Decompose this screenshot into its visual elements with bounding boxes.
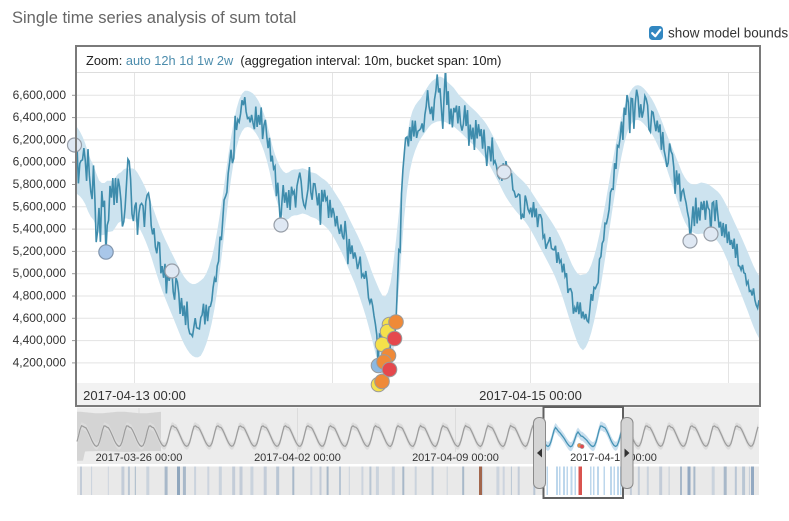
svg-text:6,200,000: 6,200,000 (13, 132, 67, 146)
svg-text:6,400,000: 6,400,000 (13, 110, 67, 124)
svg-text:2017-04-16 00:00: 2017-04-16 00:00 (570, 452, 657, 464)
svg-text:5,000,000: 5,000,000 (13, 266, 67, 280)
svg-text:show model bounds: show model bounds (668, 26, 788, 41)
svg-text:Zoom: auto 12h 1d 1w 2w (aggr: Zoom: auto 12h 1d 1w 2w (aggregation int… (86, 53, 501, 68)
svg-text:2017-04-15 00:00: 2017-04-15 00:00 (479, 388, 582, 403)
svg-text:2017-04-02 00:00: 2017-04-02 00:00 (254, 452, 341, 464)
svg-text:5,200,000: 5,200,000 (13, 244, 67, 258)
svg-text:2017-04-13 00:00: 2017-04-13 00:00 (83, 388, 186, 403)
svg-text:5,600,000: 5,600,000 (13, 199, 67, 213)
svg-text:6,600,000: 6,600,000 (13, 88, 67, 102)
svg-text:4,600,000: 4,600,000 (13, 311, 67, 325)
svg-text:4,400,000: 4,400,000 (13, 333, 67, 347)
svg-text:5,400,000: 5,400,000 (13, 222, 67, 236)
svg-text:5,800,000: 5,800,000 (13, 177, 67, 191)
svg-text:Single time series analysis of: Single time series analysis of sum total (12, 9, 296, 27)
svg-text:2017-03-26 00:00: 2017-03-26 00:00 (96, 452, 183, 464)
svg-text:4,200,000: 4,200,000 (13, 355, 67, 369)
svg-text:2017-04-09 00:00: 2017-04-09 00:00 (412, 452, 499, 464)
svg-text:6,000,000: 6,000,000 (13, 155, 67, 169)
svg-text:4,800,000: 4,800,000 (13, 289, 67, 303)
